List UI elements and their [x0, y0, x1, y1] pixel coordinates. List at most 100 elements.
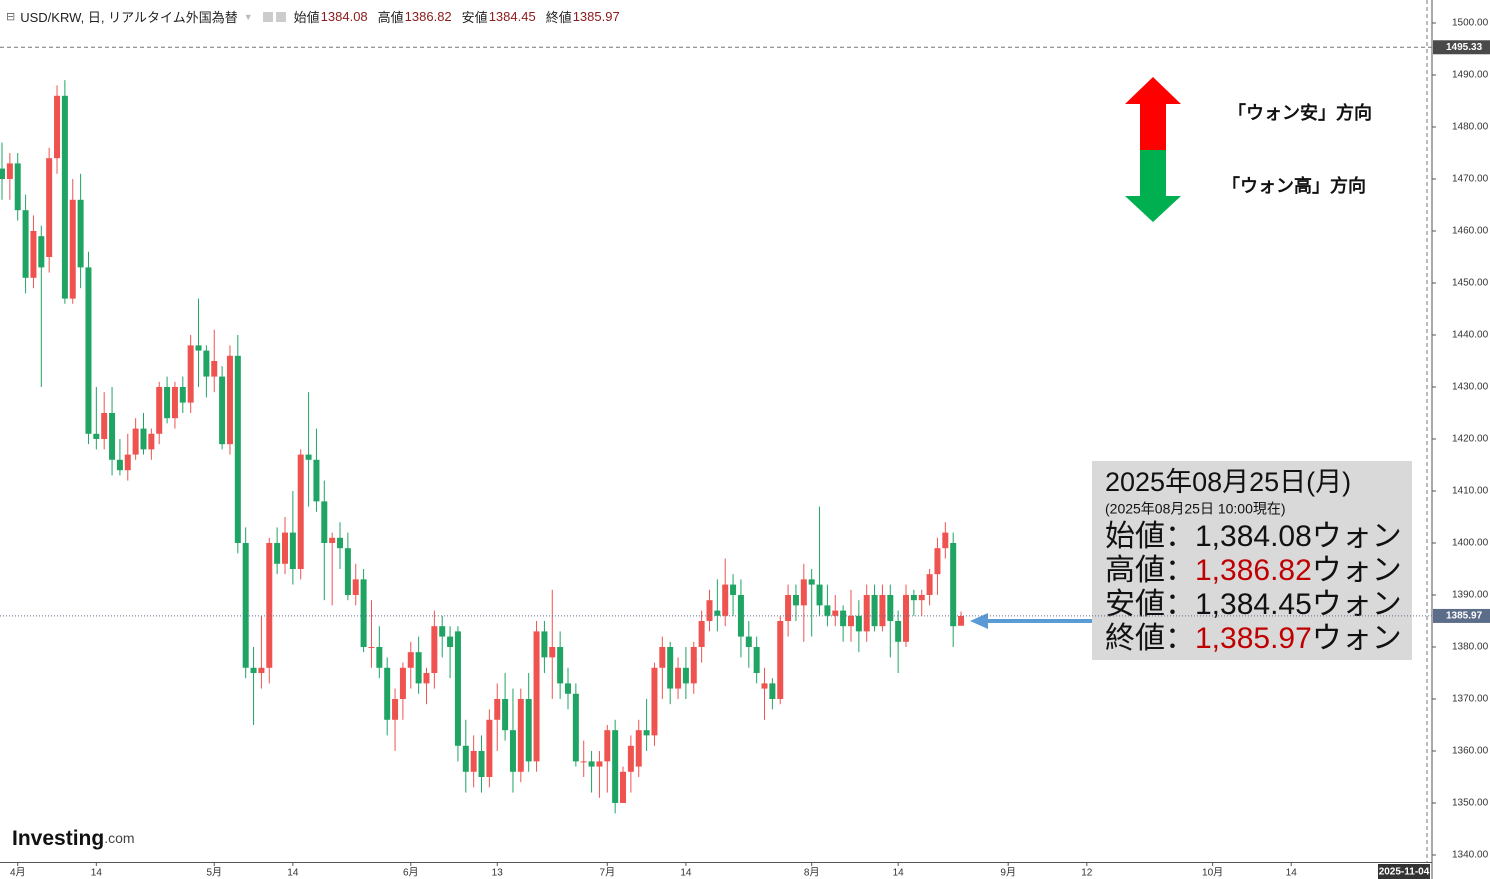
candle-body [392, 698, 399, 720]
info-unit: ウォン [1312, 554, 1402, 587]
y-tick-label: 1430.00 [1452, 382, 1489, 393]
candle-body [761, 683, 768, 689]
info-line: 終値：1,385.97ウォン [1105, 622, 1402, 655]
candle-body [337, 537, 344, 549]
candle-body [344, 548, 351, 595]
candle-body [800, 579, 807, 606]
candle-body [816, 584, 823, 606]
candle-body [722, 584, 729, 616]
candle-body [557, 646, 564, 684]
info-title: 2025年08月25日(月) [1105, 467, 1351, 497]
dropdown-icon[interactable]: ▼ [243, 11, 253, 22]
y-tick-label: 1490.00 [1452, 70, 1489, 81]
info-label: 終値： [1105, 622, 1195, 655]
candle-body [384, 667, 391, 720]
y-tick-label: 1410.00 [1452, 486, 1489, 497]
candle-body [926, 574, 933, 595]
info-unit: ウォン [1312, 622, 1402, 655]
info-unit: ウォン [1312, 520, 1402, 553]
candle-body [950, 542, 957, 627]
candle-body [156, 386, 163, 434]
logo-brand: Investing [12, 827, 104, 850]
candle-body [627, 745, 634, 772]
info-value: 1,386.82 [1195, 554, 1312, 587]
candle-body [745, 636, 752, 647]
candle-body [407, 652, 414, 668]
candle-body [918, 594, 925, 601]
candle-body [698, 620, 705, 647]
x-tick-label: 14 [1286, 868, 1298, 879]
x-tick-label: 5月 [206, 867, 222, 879]
annotation-up: 「ウォン安」方向 [1228, 102, 1372, 123]
candle-body [769, 683, 776, 699]
candle-body [596, 761, 603, 767]
candle-body [305, 454, 312, 460]
candle-body [352, 579, 359, 595]
candle-body [871, 594, 878, 627]
y-tick-label: 1500.00 [1452, 18, 1489, 29]
settings-icon[interactable] [262, 11, 273, 22]
candle-body [486, 719, 493, 777]
candle-body [266, 542, 273, 668]
candle-body [840, 610, 847, 627]
candle-body [682, 667, 689, 684]
candle-body [462, 745, 469, 772]
info-line: 安値：1,384.45ウォン [1105, 588, 1402, 621]
x-tick-label: 8月 [804, 867, 820, 879]
candle-body [242, 542, 249, 668]
open-label: 始値 [293, 10, 320, 25]
candle-body [399, 667, 406, 699]
candle-body [792, 594, 799, 606]
candle-body [533, 631, 540, 762]
candle-body [667, 646, 674, 689]
collapse-icon[interactable]: ⊟ [6, 11, 16, 23]
candle-body [30, 230, 37, 278]
candle-body [863, 594, 870, 632]
candle-body [620, 771, 627, 803]
candle-body [478, 750, 485, 777]
x-tick-label: 9月 [1000, 867, 1016, 879]
candle-body [470, 750, 477, 772]
info-value: 1,385.97 [1195, 622, 1312, 655]
candle-body [541, 631, 548, 658]
candle-body [549, 646, 556, 658]
candle-body [612, 730, 619, 803]
high-value: 1386.82 [404, 9, 452, 24]
candle-body [116, 459, 123, 471]
info-line: 高値：1,386.82ウォン [1105, 554, 1402, 587]
candle-body [777, 620, 784, 699]
candle-body [942, 532, 949, 549]
x-tick-label: 14 [680, 868, 692, 879]
candle-body [0, 168, 5, 179]
low-label: 安値 [461, 10, 488, 25]
candle-body [431, 626, 438, 673]
candle-body [580, 761, 587, 763]
candle-body [164, 386, 171, 419]
x-tick-label: 14 [287, 868, 299, 879]
candle-body [895, 620, 902, 642]
y-tick-label: 1470.00 [1452, 174, 1489, 185]
candle-body [69, 199, 76, 299]
candle-body [588, 761, 595, 767]
annotation-down: 「ウォン高」方向 [1222, 175, 1366, 196]
candle-body [604, 730, 611, 762]
candle-body [564, 683, 571, 694]
close-icon[interactable] [275, 11, 286, 22]
candle-body [203, 350, 210, 377]
candle-body [439, 626, 446, 637]
candle-body [714, 610, 721, 616]
info-line: 始値：1,384.08ウォン [1105, 520, 1402, 553]
candle-body [958, 615, 965, 626]
logo-suffix: .com [104, 830, 134, 846]
last-price-label: 1385.97 [1446, 611, 1483, 622]
candle-body [934, 548, 941, 575]
candle-body [22, 210, 29, 278]
candle-body [234, 355, 241, 543]
y-tick-label: 1480.00 [1452, 122, 1489, 133]
candle-body [101, 412, 108, 439]
info-label: 安値： [1105, 588, 1195, 621]
candle-body [46, 158, 53, 257]
candle-body [824, 605, 831, 616]
y-tick-label: 1360.00 [1452, 746, 1489, 757]
